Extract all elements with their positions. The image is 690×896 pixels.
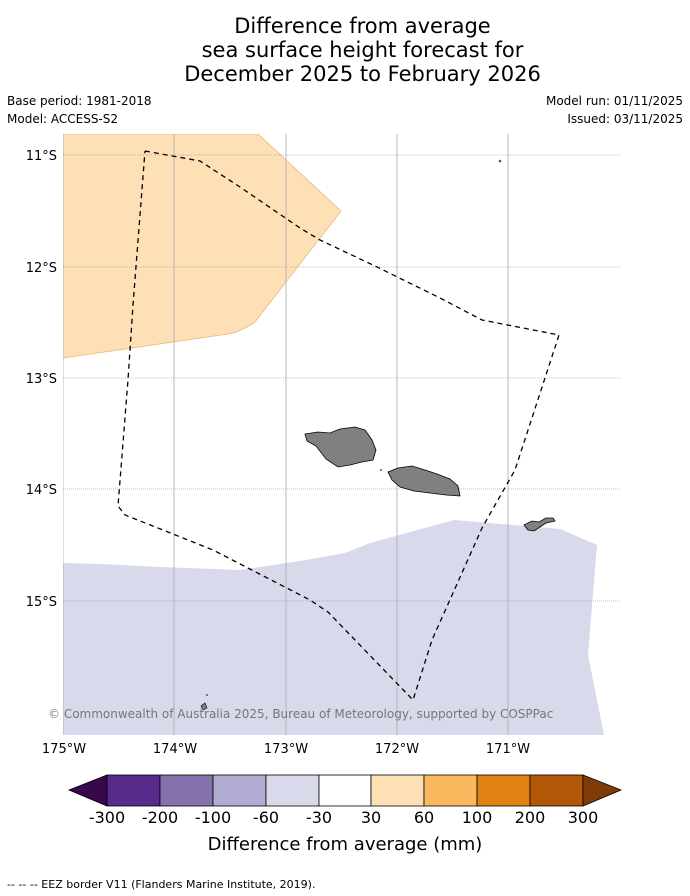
longitude-labels: 175°W 174°W 173°W 172°W 171°W [42, 742, 530, 757]
colorbar-label: -200 [141, 808, 179, 827]
small-islet-south [200, 702, 208, 711]
lon-label-175w: 175°W [42, 742, 86, 757]
colorbar-bin-7 [423, 774, 478, 807]
colorbar-labels: -300 -200 -100 -60 -30 30 60 100 200 300 [0, 808, 690, 828]
positive-anomaly-region [63, 134, 342, 359]
colorbar-extend-high [582, 774, 623, 807]
map-area [63, 134, 620, 735]
negative-anomaly-region [63, 520, 604, 735]
eez-border [117, 150, 560, 702]
colorbar [67, 774, 623, 807]
lat-label-13s: 13°S [26, 372, 57, 387]
model-run-text: Model run: 01/11/2025 [545, 94, 683, 108]
colorbar-label: 100 [461, 808, 493, 827]
small-islet-north [498, 159, 502, 163]
lon-label-172w: 172°W [375, 742, 419, 757]
colorbar-label: -60 [252, 808, 280, 827]
title-line-3: December 2025 to February 2026 [184, 62, 541, 86]
lat-label-15s: 15°S [26, 595, 57, 610]
colorbar-bin-1 [106, 774, 161, 807]
title-line-1: Difference from average [234, 14, 491, 38]
colorbar-label: 30 [360, 808, 382, 827]
colorbar-label: 300 [567, 808, 599, 827]
copyright-text: © Commonwealth of Australia 2025, Bureau… [48, 707, 554, 721]
lon-label-174w: 174°W [153, 742, 197, 757]
colorbar-label: -100 [194, 808, 232, 827]
latitude-labels: 11°S 12°S 13°S 14°S 15°S [26, 149, 57, 610]
colorbar-bin-6 [370, 774, 425, 807]
small-islet-south-2 [206, 694, 208, 696]
lat-label-12s: 12°S [26, 261, 57, 276]
meta-left: Base period: 1981-2018 Model: ACCESS-S2 [7, 94, 152, 130]
colorbar-extend-low [67, 774, 108, 807]
meta-right: Model run: 01/11/2025 Issued: 03/11/2025 [546, 94, 683, 130]
colorbar-label: -300 [88, 808, 126, 827]
lat-label-11s: 11°S [26, 149, 57, 164]
colorbar-bin-9 [529, 774, 584, 807]
colorbar-bin-2 [159, 774, 214, 807]
longitude-gridlines [63, 134, 509, 735]
colorbar-title: Difference from average (mm) [207, 834, 483, 855]
title-line-2: sea surface height forecast for [201, 38, 524, 62]
colorbar-bin-8 [476, 774, 531, 807]
colorbar-label: 60 [413, 808, 435, 827]
colorbar-bin-5 [318, 774, 372, 807]
base-period-text: Base period: 1981-2018 [7, 94, 152, 108]
colorbar-bin-4 [265, 774, 320, 807]
issued-text: Issued: 03/11/2025 [567, 112, 683, 126]
lon-label-173w: 173°W [264, 742, 308, 757]
savaii-island [304, 426, 377, 468]
lon-label-171w: 171°W [486, 742, 530, 757]
model-text: Model: ACCESS-S2 [7, 112, 119, 126]
upolu-island [387, 465, 461, 497]
colorbar-label: 200 [514, 808, 546, 827]
lat-label-14s: 14°S [26, 483, 57, 498]
eez-footnote: -- -- -- EEZ border V11 (Flanders Marine… [7, 878, 316, 891]
chart-title: Difference from average sea surface heig… [0, 14, 690, 86]
latitude-gridlines [63, 154, 620, 602]
colorbar-label: -30 [305, 808, 333, 827]
colorbar-bin-3 [212, 774, 267, 807]
small-islet-between [380, 469, 382, 471]
tutuila-island [523, 517, 556, 532]
